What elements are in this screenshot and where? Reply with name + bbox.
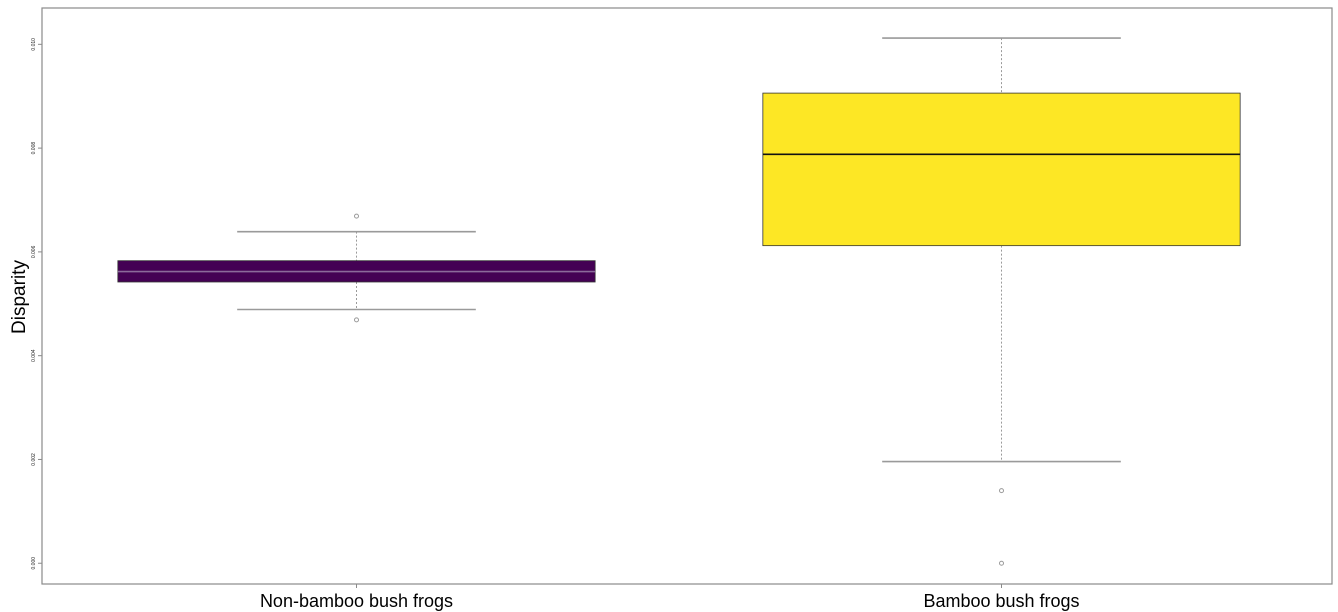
outlier-point xyxy=(354,213,359,219)
y-axis: 0.000 0.002 0.004 0.006 0.008 0.010 xyxy=(31,38,42,570)
y-tick-label: 0.010 xyxy=(31,38,37,51)
x-category-label: Bamboo bush frogs xyxy=(923,591,1079,611)
y-tick-label: 0.008 xyxy=(31,142,37,155)
y-axis-title: Disparity xyxy=(9,260,30,334)
outlier-point xyxy=(354,317,359,323)
x-category-label: Non-bamboo bush frogs xyxy=(260,591,453,611)
plot-frame xyxy=(41,7,1333,585)
box-group xyxy=(117,213,596,323)
outlier-point xyxy=(999,488,1004,494)
y-tick-label: 0.000 xyxy=(31,557,37,570)
y-tick-label: 0.002 xyxy=(31,453,37,466)
box-group xyxy=(762,37,1241,566)
x-axis: Non-bamboo bush frogs Bamboo bush frogs xyxy=(260,584,1080,611)
outlier-point xyxy=(999,560,1004,566)
y-tick-label: 0.004 xyxy=(31,349,37,362)
iqr-box xyxy=(762,92,1241,247)
y-tick-label: 0.006 xyxy=(31,245,37,258)
boxes xyxy=(117,37,1241,566)
